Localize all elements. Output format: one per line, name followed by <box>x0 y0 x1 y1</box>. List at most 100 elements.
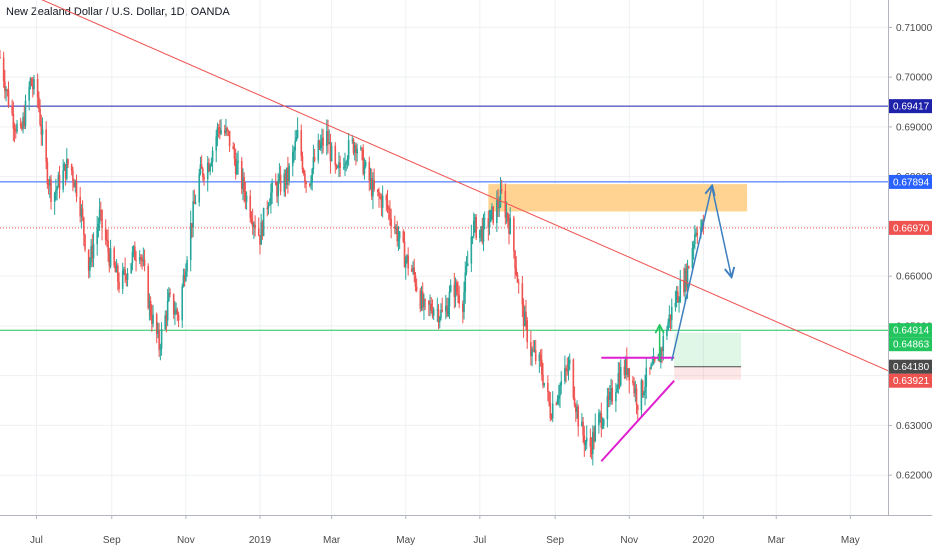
candle <box>202 167 204 182</box>
candle-body <box>386 200 389 208</box>
candle-body <box>219 127 221 134</box>
candle-body <box>80 208 83 217</box>
candle <box>322 129 324 154</box>
candle <box>193 189 196 205</box>
candle-body <box>311 168 313 183</box>
candle <box>423 293 425 320</box>
candle <box>500 179 503 194</box>
candle <box>319 134 322 151</box>
candle-body <box>318 140 321 149</box>
candle <box>607 387 610 408</box>
candle-body <box>687 266 690 269</box>
candle <box>592 425 594 466</box>
candle <box>437 304 440 330</box>
candle <box>542 362 544 389</box>
candle <box>40 114 43 146</box>
candle <box>483 211 486 230</box>
candle <box>198 168 201 207</box>
candle-body <box>209 165 211 172</box>
candle-body <box>33 79 35 90</box>
candle-body <box>504 190 507 218</box>
candle <box>599 410 601 423</box>
candle-body <box>421 291 424 308</box>
candle <box>181 283 184 328</box>
candle <box>387 205 390 221</box>
candle-body <box>284 173 287 185</box>
candle-body <box>151 316 153 324</box>
candle <box>572 358 575 401</box>
candle-body <box>83 217 85 235</box>
candle-body <box>45 129 47 162</box>
candle <box>338 152 340 178</box>
candle <box>183 268 186 287</box>
candle-body <box>36 79 39 98</box>
candle <box>652 347 655 365</box>
candle <box>90 239 92 268</box>
candle-body <box>606 396 609 420</box>
candle-body <box>189 223 192 261</box>
candle <box>446 297 448 318</box>
candle <box>243 172 245 203</box>
candle <box>499 177 502 209</box>
candle <box>496 190 498 233</box>
candle-body <box>589 437 592 448</box>
candle-body <box>317 140 320 161</box>
candle <box>29 76 32 90</box>
candle-body <box>141 257 143 262</box>
candle <box>396 221 399 247</box>
candle <box>225 118 227 136</box>
candle <box>438 316 441 329</box>
candle-body <box>645 367 648 387</box>
candle-body <box>98 209 101 224</box>
candle-body <box>301 156 304 170</box>
candle-body <box>225 127 227 134</box>
candle-body <box>479 229 481 239</box>
candle-body <box>513 217 515 251</box>
candle-body <box>516 274 519 283</box>
candle <box>505 201 508 224</box>
candle-body <box>140 257 142 259</box>
price-tag: 0.64863 <box>889 337 932 352</box>
candle <box>302 167 305 176</box>
candle-body <box>232 146 235 150</box>
candle <box>96 215 98 256</box>
candle <box>220 119 222 136</box>
candle-body <box>359 148 362 150</box>
candle-body <box>19 123 22 126</box>
candle-body <box>438 317 441 323</box>
candle-body <box>64 164 67 179</box>
candle-body <box>644 386 646 394</box>
candle-body <box>364 162 367 167</box>
candle-body <box>4 81 6 92</box>
candle <box>683 267 685 297</box>
candle-body <box>274 182 277 186</box>
candle-body <box>300 130 303 157</box>
candle <box>41 117 44 146</box>
candle-body <box>236 162 238 175</box>
candle-body <box>206 162 209 180</box>
candle-body <box>415 286 418 291</box>
candle-body <box>404 259 407 268</box>
candle <box>135 250 137 272</box>
candle-body <box>63 164 66 171</box>
candle-body <box>81 208 84 218</box>
candle-body <box>24 100 27 126</box>
candle-body <box>191 223 193 228</box>
candle <box>397 226 400 251</box>
candle <box>641 379 644 398</box>
candle <box>219 119 221 140</box>
candle-body <box>40 124 43 135</box>
candle <box>203 173 205 186</box>
candle <box>233 143 236 166</box>
candle <box>662 330 665 361</box>
candle-body <box>100 209 102 211</box>
candle-body <box>556 398 559 404</box>
candle-body <box>385 195 388 201</box>
y-tick-label: 0.62000 <box>896 471 932 482</box>
candle <box>471 236 474 245</box>
candle-body <box>55 190 57 193</box>
candle <box>466 250 469 267</box>
candle <box>594 413 597 443</box>
candle-body <box>362 149 365 175</box>
